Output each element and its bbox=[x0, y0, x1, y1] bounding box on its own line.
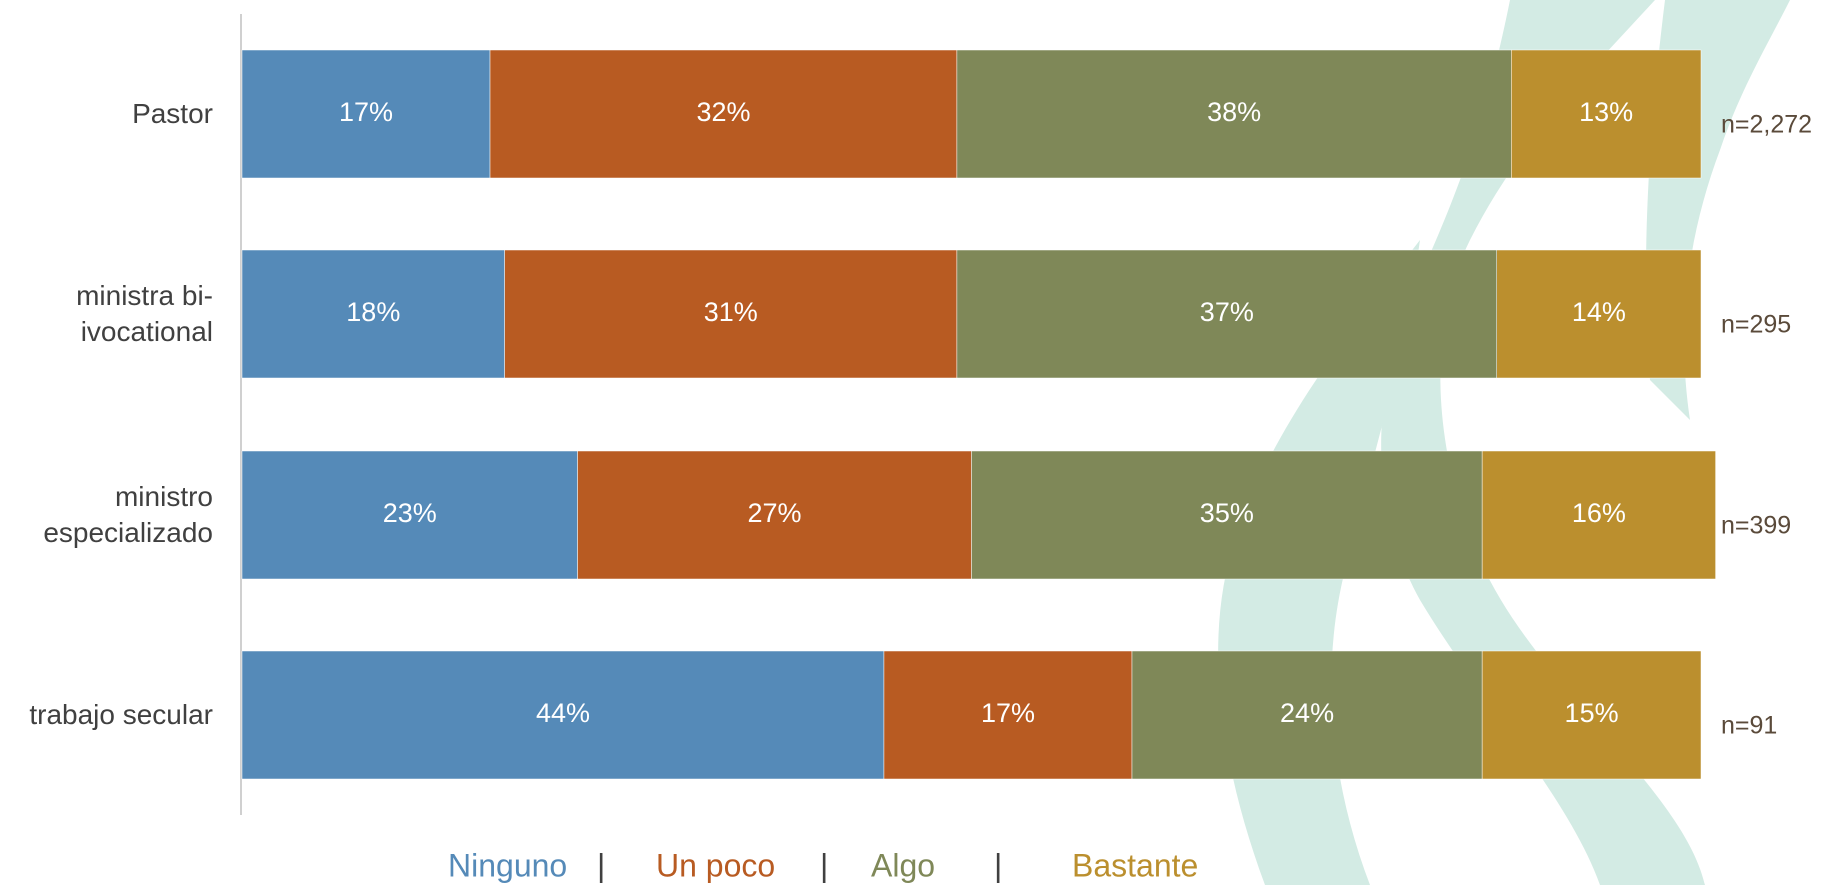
legend-separator: | bbox=[597, 847, 605, 883]
sample-size: n=295 bbox=[1721, 311, 1791, 339]
legend-separator: | bbox=[994, 847, 1002, 883]
data-label: 38% bbox=[1207, 97, 1261, 127]
bar-segment bbox=[1511, 49, 1702, 179]
sample-size: n=399 bbox=[1721, 512, 1791, 540]
sample-size: n=91 bbox=[1721, 712, 1777, 740]
bar-segment bbox=[1131, 650, 1483, 780]
data-label: 16% bbox=[1572, 498, 1626, 528]
bar-segment bbox=[241, 650, 885, 780]
legend-entry: Algo bbox=[871, 847, 935, 883]
bar-segment bbox=[956, 49, 1512, 179]
bar-segment bbox=[241, 249, 505, 379]
bar-segment bbox=[1481, 650, 1702, 780]
bar-segment bbox=[971, 450, 1483, 580]
bar-segment bbox=[1481, 450, 1716, 580]
data-label: 32% bbox=[696, 97, 750, 127]
data-label: 18% bbox=[346, 297, 400, 327]
data-label: 35% bbox=[1200, 498, 1254, 528]
data-label: 37% bbox=[1200, 297, 1254, 327]
bar-segment bbox=[1496, 249, 1702, 379]
category-label: Pastor bbox=[132, 98, 213, 129]
bar-segment bbox=[577, 450, 972, 580]
bar-segment bbox=[504, 249, 958, 379]
legend-separator: | bbox=[820, 847, 828, 883]
sample-size: n=2,272 bbox=[1721, 111, 1812, 139]
data-label: 17% bbox=[339, 97, 393, 127]
data-label: 17% bbox=[981, 698, 1035, 728]
category-label: ministro especializado bbox=[43, 481, 213, 548]
legend-entry: Un poco bbox=[656, 847, 775, 883]
data-label: 27% bbox=[748, 498, 802, 528]
bar-segment bbox=[241, 49, 491, 179]
data-label: 31% bbox=[704, 297, 758, 327]
bar-segment bbox=[956, 249, 1497, 379]
bar-segment bbox=[883, 650, 1133, 780]
category-label: trabajo secular bbox=[29, 699, 213, 730]
legend-entry: Bastante bbox=[1072, 847, 1198, 883]
category-label: ministra bi-ivocational bbox=[76, 280, 213, 347]
data-label: 44% bbox=[536, 698, 590, 728]
data-label: 24% bbox=[1280, 698, 1334, 728]
legend-entry: Ninguno bbox=[448, 847, 567, 883]
data-label: 23% bbox=[383, 498, 437, 528]
data-label: 14% bbox=[1572, 297, 1626, 327]
data-label: 15% bbox=[1565, 698, 1619, 728]
bar-segment bbox=[241, 450, 578, 580]
data-label: 13% bbox=[1579, 97, 1633, 127]
